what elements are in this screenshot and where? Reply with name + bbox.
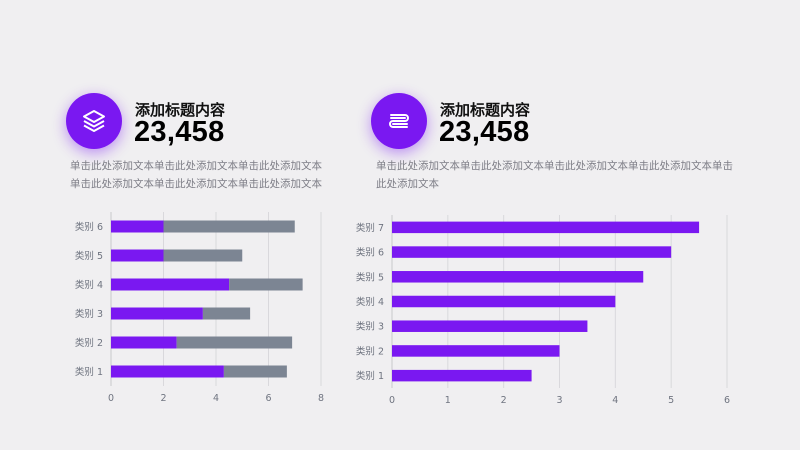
right-chart-category-label: 类别 3 — [356, 321, 384, 333]
left-chart-x-tick-label-1: 2 — [160, 393, 166, 404]
layers-icon — [83, 110, 105, 132]
icon-badge-right — [371, 93, 427, 149]
right-chart-x-tick-label-1: 1 — [445, 395, 451, 406]
left-chart-category-label: 类别 4 — [75, 279, 103, 291]
panel-title: 添加标题内容 — [135, 101, 226, 119]
left-chart-bar-s1-6 — [111, 220, 164, 233]
left-chart-bar-s2-5 — [163, 249, 243, 262]
left-chart-bar-s2-2 — [176, 336, 293, 349]
right-chart-bar-s1-6 — [392, 246, 672, 258]
right-chart-bar-s1-2 — [392, 345, 560, 357]
left-chart-bar-s2-4 — [229, 278, 303, 291]
right-chart-category-label: 类别 2 — [356, 345, 384, 357]
right-chart-bar-s1-1 — [392, 369, 532, 382]
left-chart-category-label: 类别 1 — [75, 366, 103, 378]
right-chart-x-tick-label-6: 6 — [724, 395, 730, 406]
book-icon — [389, 114, 409, 128]
right-chart-x-tick-label-4: 4 — [612, 395, 618, 406]
right-chart-bar-s1-3 — [392, 320, 588, 332]
description-text: 单击此处添加文本单击此处添加文本单击此处添加文本单击此处添加文本单击此处添加文本 — [376, 160, 733, 190]
right-chart-category-label: 类别 1 — [356, 370, 384, 382]
left-chart-x-tick-label-3: 6 — [265, 393, 271, 404]
stacked-bar-chart: 0 2 4 6 8 类别 1 类别 2 类别 3 类别 4 类别 5 类别 6 — [75, 212, 324, 404]
bar-chart: 0 1 2 3 4 5 6 类别 1 类别 2 类别 3 类别 4 类别 5 类别 6 类别 7 — [356, 215, 730, 406]
left-chart-category-label: 类别 6 — [75, 221, 103, 233]
panel-title: 添加标题内容 — [440, 101, 531, 119]
left-chart-category-label: 类别 2 — [75, 337, 103, 349]
left-chart-bar-s2-6 — [163, 220, 295, 233]
left-chart-bar-s1-5 — [111, 249, 164, 262]
right-chart-bar-s1-4 — [392, 295, 616, 308]
left-chart-bar-s1-4 — [111, 278, 230, 291]
left-chart-bar-s2-1 — [223, 365, 287, 378]
right-chart-category-label: 类别 7 — [356, 222, 384, 234]
left-chart-x-tick-label-4: 8 — [318, 393, 324, 404]
right-chart-x-tick-label-0: 0 — [389, 395, 395, 406]
left-chart-bar-s1-3 — [111, 307, 203, 320]
right-chart-category-label: 类别 4 — [356, 296, 384, 308]
big-number: 23,458 — [134, 116, 225, 148]
left-chart-x-tick-label-0: 0 — [108, 393, 114, 404]
left-chart-category-label: 类别 3 — [75, 308, 103, 320]
right-chart-category-label: 类别 6 — [356, 247, 384, 259]
left-chart-bar-s1-2 — [111, 336, 177, 349]
right-chart-bar-s1-5 — [392, 271, 644, 283]
left-chart-bar-s2-3 — [202, 307, 251, 320]
right-chart-bar-s1-7 — [392, 221, 700, 234]
big-number: 23,458 — [439, 116, 530, 148]
description-text: 单击此处添加文本单击此处添加文本单击此处添加文本单击此处添加文本单击此处添加文本… — [70, 160, 322, 190]
left-chart-bar-s1-1 — [111, 365, 224, 378]
right-panel: 添加标题内容 23,458 单击此处添加文本单击此处添加文本单击此处添加文本单击… — [340, 0, 800, 450]
left-chart-category-label: 类别 5 — [75, 250, 103, 262]
right-chart-x-tick-label-5: 5 — [668, 395, 674, 406]
left-chart-x-tick-label-2: 4 — [213, 393, 219, 404]
left-panel: 添加标题内容 23,458 单击此处添加文本单击此处添加文本单击此处添加文本单击… — [66, 93, 324, 404]
icon-badge-left — [66, 93, 122, 149]
right-chart-category-label: 类别 5 — [356, 271, 384, 283]
right-chart-x-tick-label-2: 2 — [501, 395, 507, 406]
right-chart-x-tick-label-3: 3 — [556, 395, 562, 406]
